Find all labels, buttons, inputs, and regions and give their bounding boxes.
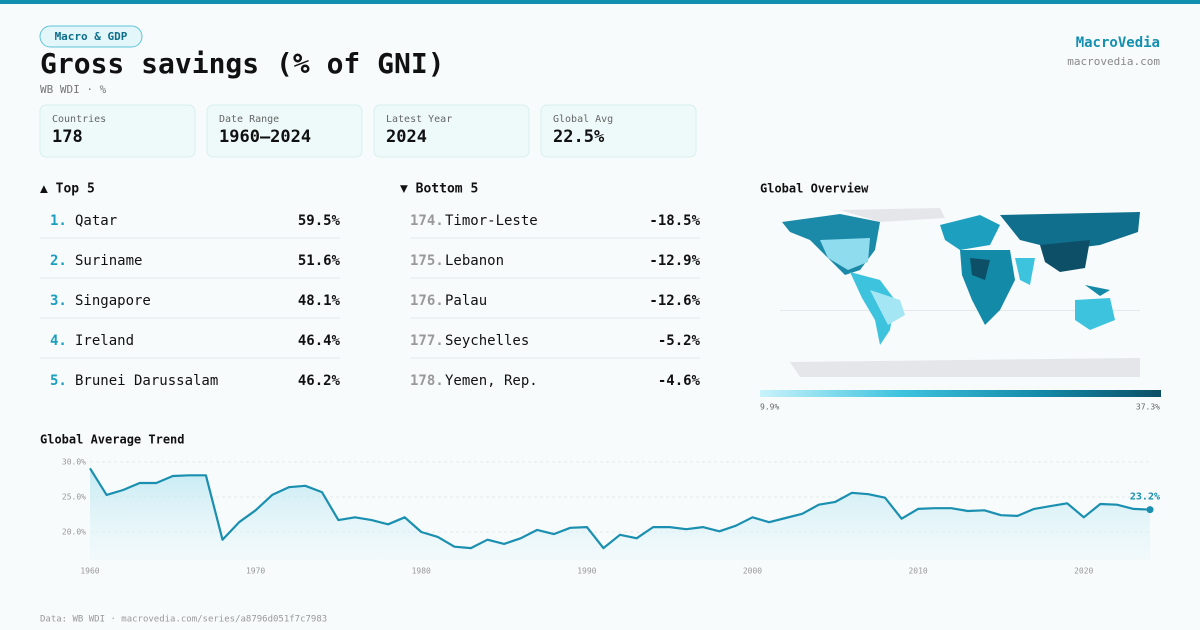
stat-label: Countries (52, 114, 106, 125)
map-title: Global Overview (760, 182, 869, 196)
country-value: -12.9% (649, 253, 700, 269)
x-tick-label: 1970 (246, 567, 265, 576)
chart-title: Global Average Trend (40, 433, 185, 447)
title: Gross savings (% of GNI) (40, 47, 445, 80)
rank: 174. (410, 213, 444, 229)
country-name: Brunei Darussalam (75, 373, 218, 389)
country-value: -18.5% (649, 213, 700, 229)
color-bar-max: 37.3% (1136, 403, 1160, 412)
country-name: Ireland (75, 333, 134, 349)
stat-card (39, 104, 196, 158)
x-tick-label: 2000 (743, 567, 762, 576)
x-tick-label: 1990 (577, 567, 596, 576)
country-name: Palau (445, 293, 487, 309)
x-tick-label: 1960 (80, 567, 99, 576)
country-value: -5.2% (658, 333, 701, 349)
top-title: ▲ Top 5 (40, 182, 95, 197)
rank: 5. (50, 373, 67, 389)
country-value: 46.4% (298, 333, 341, 349)
stat-value: 178 (52, 127, 83, 147)
country-name: Seychelles (445, 333, 529, 349)
y-tick-label: 30.0% (62, 458, 86, 467)
rank: 175. (410, 253, 444, 269)
rank: 1. (50, 213, 67, 229)
stat-value: 22.5% (553, 127, 605, 147)
country-name: Singapore (75, 293, 151, 309)
stat-card (373, 104, 530, 158)
stat-card (206, 104, 363, 158)
brand: MacroVedia (1076, 35, 1160, 51)
country-name: Qatar (75, 213, 117, 229)
x-tick-label: 2020 (1074, 567, 1093, 576)
trend-line (89, 467, 1151, 550)
end-point (1146, 506, 1154, 514)
rank: 177. (410, 333, 444, 349)
bottom-title: ▼ Bottom 5 (400, 182, 478, 197)
tag-pill (39, 25, 143, 48)
y-tick-label: 20.0% (62, 528, 86, 537)
site: macrovedia.com (1067, 55, 1160, 68)
stat-value: 1960–2024 (219, 127, 311, 147)
end-label: 23.2% (1130, 492, 1160, 503)
world-map (780, 208, 1140, 377)
country-value: -12.6% (649, 293, 700, 309)
country-value: 51.6% (298, 253, 341, 269)
country-value: 46.2% (298, 373, 341, 389)
country-value: -4.6% (658, 373, 701, 389)
x-tick-label: 2010 (908, 567, 927, 576)
tag: Macro & GDP (55, 30, 128, 43)
stat-value: 2024 (386, 127, 427, 147)
x-tick-label: 1980 (412, 567, 431, 576)
color-bar-min: 9.9% (760, 403, 779, 412)
rank: 178. (410, 373, 444, 389)
country-name: Yemen, Rep. (445, 373, 538, 389)
stat-label: Latest Year (386, 114, 452, 125)
color-bar (760, 390, 1161, 397)
footer: Data: WB WDI · macrovedia.com/series/a87… (40, 615, 327, 625)
country-value: 59.5% (298, 213, 341, 229)
country-name: Timor-Leste (445, 213, 538, 229)
y-tick-label: 25.0% (62, 493, 86, 502)
rank: 176. (410, 293, 444, 309)
stat-card (540, 104, 697, 158)
rank: 3. (50, 293, 67, 309)
trend-area (90, 468, 1150, 560)
stat-label: Global Avg (553, 114, 613, 125)
country-name: Lebanon (445, 253, 504, 269)
stat-label: Date Range (219, 114, 279, 125)
rank: 2. (50, 253, 67, 269)
country-value: 48.1% (298, 293, 341, 309)
subtitle: WB WDI · % (40, 83, 107, 96)
country-name: Suriname (75, 253, 142, 269)
rank: 4. (50, 333, 67, 349)
top-border (0, 0, 1200, 4)
